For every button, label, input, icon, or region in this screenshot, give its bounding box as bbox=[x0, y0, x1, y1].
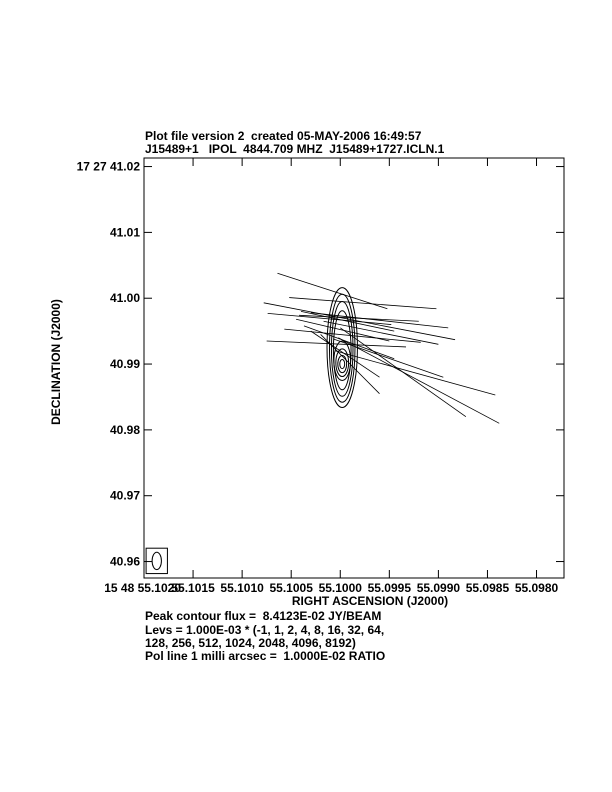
polarization-vector bbox=[289, 297, 437, 310]
contour-line bbox=[333, 340, 352, 382]
polarization-vector bbox=[277, 272, 388, 310]
x-tick-label: 55.0995 bbox=[368, 581, 412, 595]
polarization-vector bbox=[300, 310, 395, 332]
polarization-vector bbox=[266, 340, 407, 348]
beam-ellipse bbox=[151, 551, 162, 571]
polarization-vector bbox=[335, 350, 496, 396]
contour-line bbox=[337, 354, 348, 374]
polarization-vector bbox=[284, 328, 421, 343]
contour-layer bbox=[326, 287, 358, 408]
pol-line-scale-text: Pol line 1 milli arcsec = 1.0000E-02 RAT… bbox=[145, 649, 386, 663]
y-tick-label: 40.98 bbox=[110, 423, 140, 437]
plot-header-line-1: Plot file version 2 created 05-MAY-2006 … bbox=[145, 129, 422, 143]
plot-header-line-2: J15489+1 IPOL 4844.709 MHZ J15489+1727.I… bbox=[145, 142, 445, 156]
x-axis-label: RIGHT ASCENSION (J2000) bbox=[292, 594, 448, 608]
polarization-vector bbox=[320, 334, 380, 394]
y-tick-label: 17 27 41.02 bbox=[77, 160, 141, 174]
y-tick-label: 40.96 bbox=[110, 555, 140, 569]
x-tick-label: 55.1010 bbox=[220, 581, 264, 595]
y-tick-label: 41.01 bbox=[110, 225, 140, 239]
levels-text-1: Levs = 1.000E-03 * (-1, 1, 2, 4, 8, 16, … bbox=[145, 623, 385, 637]
x-tick-label: 55.0990 bbox=[417, 581, 461, 595]
contour-line bbox=[332, 310, 352, 391]
plot-frame bbox=[143, 157, 565, 579]
polarization-vector-layer bbox=[263, 272, 500, 424]
polarization-vector bbox=[296, 318, 390, 342]
polarization-vector bbox=[310, 312, 449, 329]
beam-layer bbox=[145, 547, 168, 575]
x-tick-label: 15 48 55.1020 bbox=[104, 581, 181, 595]
polarization-vector bbox=[310, 330, 380, 378]
polarization-vector bbox=[303, 325, 395, 360]
x-tick-label: 55.1000 bbox=[319, 581, 363, 595]
x-tick-label: 55.1005 bbox=[270, 581, 314, 595]
polarization-vector bbox=[323, 320, 439, 345]
contour-line bbox=[339, 358, 346, 370]
plot-frame-layer bbox=[143, 157, 565, 579]
polarization-vector bbox=[333, 338, 444, 378]
beam-box bbox=[145, 547, 168, 575]
x-tick-label: 55.1015 bbox=[171, 581, 215, 595]
x-tick-label: 55.0985 bbox=[466, 581, 510, 595]
polarization-vector bbox=[267, 312, 392, 325]
tick-layer bbox=[143, 158, 564, 578]
y-tick-label: 41.00 bbox=[110, 291, 140, 305]
x-tick-label: 55.0980 bbox=[515, 581, 559, 595]
peak-flux-text: Peak contour flux = 8.4123E-02 JY/BEAM bbox=[145, 609, 382, 623]
polarization-vector bbox=[263, 302, 456, 341]
levels-text-2: 128, 256, 512, 1024, 2048, 4096, 8192) bbox=[145, 636, 356, 650]
y-tick-label: 40.97 bbox=[110, 489, 140, 503]
y-tick-label: 40.99 bbox=[110, 357, 140, 371]
polarization-vector bbox=[338, 337, 500, 424]
y-axis-label: DECLINATION (J2000) bbox=[49, 299, 63, 425]
